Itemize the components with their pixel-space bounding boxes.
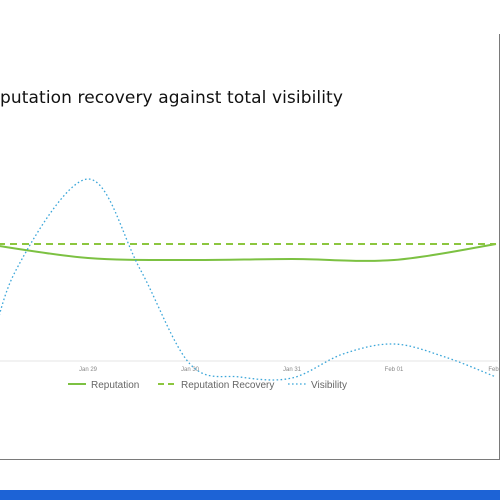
legend-label-reputation[interactable]: Reputation [91,380,139,391]
series-visibility [0,178,497,381]
legend-label-reputation-recovery[interactable]: Reputation Recovery [181,380,274,391]
series-reputation [0,243,497,262]
taskbar-accent [0,490,500,500]
chart-panel [0,34,500,460]
taskbar [0,460,500,500]
x-tick-label: Jan 30 [181,367,200,373]
legend-label-visibility[interactable]: Visibility [311,380,347,391]
x-tick-label: Feb 01 [385,367,404,373]
x-tick-label: Feb 0 [488,367,500,373]
chart-title: putation recovery against total visibili… [0,88,343,108]
x-tick-label: Jan 31 [283,367,302,373]
x-tick-label: Jan 29 [79,367,98,373]
line-chart: Jan 29 Jan 30 Jan 31 Feb 01 Feb 0 Reputation… [0,178,500,391]
